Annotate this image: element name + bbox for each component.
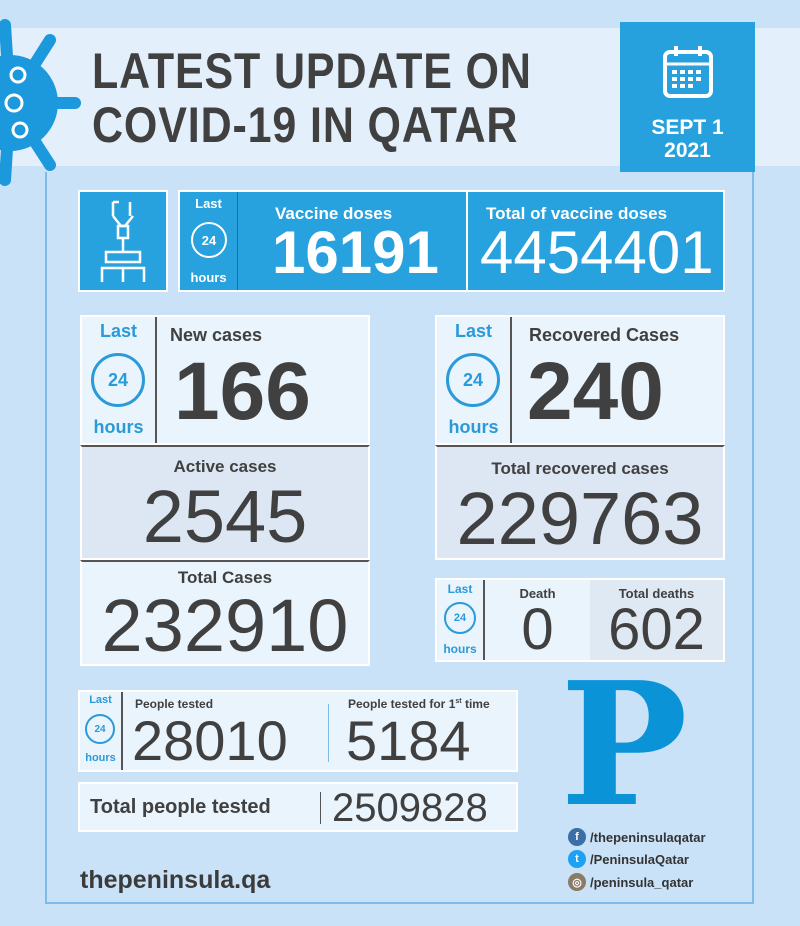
- death-label: Death: [519, 586, 556, 601]
- hours-label: hours: [448, 417, 499, 437]
- hours-label: hours: [93, 417, 144, 437]
- active-cases-value: 2545: [142, 475, 308, 558]
- facebook-icon: f: [568, 828, 586, 846]
- instagram-handle: /peninsula_qatar: [590, 874, 694, 890]
- hours-label: hours: [85, 752, 116, 764]
- recovered-value: 240: [527, 346, 664, 437]
- divider: [320, 792, 321, 824]
- total-cases-label: Total Cases: [177, 568, 273, 587]
- date-box: SEPT 1 2021: [620, 22, 755, 172]
- content-frame: [45, 172, 754, 904]
- hours-label: hours: [190, 270, 227, 285]
- total-tested-value: 2509828: [332, 786, 488, 830]
- total-cases-card: Total Cases 232910: [80, 560, 370, 666]
- virus-icon: [0, 19, 81, 186]
- recovered-label: Recovered Cases: [529, 325, 680, 345]
- total-tested-card: Total people tested 2509828: [78, 782, 518, 832]
- divider: [328, 704, 329, 762]
- people-tested-value: 28010: [132, 709, 288, 772]
- vaccine-panel: Last 24 hours Vaccine doses 16191 Total …: [178, 190, 725, 292]
- instagram-link[interactable]: ◎/peninsula_qatar: [568, 873, 693, 891]
- first-time-value: 5184: [346, 709, 471, 772]
- vaccine-icon-box: [78, 190, 168, 292]
- total-recovered-value: 229763: [456, 477, 704, 560]
- people-tested-card: Last 24 hours People tested 28010 People…: [78, 690, 518, 772]
- last-24-hours: Last 24 hours: [437, 580, 485, 660]
- website-link[interactable]: thepeninsula.qa: [80, 866, 271, 894]
- calendar-icon: [663, 46, 713, 98]
- new-cases-value: 166: [174, 346, 311, 437]
- first-time-suffix: time: [461, 697, 490, 711]
- first-time-sup: st: [455, 698, 462, 705]
- total-vaccine-value: 4454401: [480, 219, 714, 286]
- last-label: Last: [195, 196, 222, 211]
- last-24-hours: Last 24 hours: [80, 692, 123, 770]
- title-line-2: COVID-19 IN QATAR: [92, 97, 519, 153]
- total-deaths-label: Total deaths: [618, 586, 695, 601]
- last-label: Last: [99, 321, 137, 341]
- recovered-card: Last 24 hours Recovered Cases 240: [435, 315, 725, 445]
- total-deaths-section: Total deaths 602: [590, 580, 723, 662]
- total-deaths-value: 602: [608, 597, 705, 662]
- date-year: 2021: [664, 139, 711, 162]
- last-24-hours: Last 24 hours: [437, 317, 512, 443]
- death-value: 0: [521, 597, 554, 662]
- last-24-hours: Last 24 hours: [180, 192, 238, 290]
- clock-24-icon: 24: [191, 222, 227, 258]
- clock-24-icon: 24: [85, 714, 115, 744]
- death-section: Death 0: [485, 580, 590, 662]
- hours-label: hours: [443, 642, 477, 656]
- active-cases-card: Active cases 2545: [80, 445, 370, 560]
- syringe-icon: [100, 200, 146, 282]
- twitter-link[interactable]: t/PeninsulaQatar: [568, 850, 689, 868]
- total-vaccine-label: Total of vaccine doses: [486, 204, 668, 223]
- total-recovered-card: Total recovered cases 229763: [435, 445, 725, 560]
- twitter-handle: /PeninsulaQatar: [590, 851, 689, 867]
- total-recovered-label: Total recovered cases: [491, 459, 669, 478]
- title-line-1: LATEST UPDATE ON: [92, 43, 532, 99]
- total-cases-value: 232910: [101, 584, 349, 667]
- last-24-hours: Last 24 hours: [82, 317, 157, 443]
- last-label: Last: [454, 321, 492, 341]
- first-time-label-text: People tested for 1: [348, 697, 456, 711]
- facebook-handle: /thepeninsulaqatar: [590, 829, 706, 845]
- clock-24-icon: 24: [444, 602, 476, 634]
- deaths-card: Last 24 hours Death 0 Total deaths 602: [435, 578, 725, 662]
- facebook-link[interactable]: f/thepeninsulaqatar: [568, 828, 706, 846]
- new-cases-card: Last 24 hours New cases 166: [80, 315, 370, 445]
- instagram-icon: ◎: [568, 873, 586, 891]
- last-label: Last: [89, 694, 112, 706]
- clock-24-icon: 24: [91, 353, 145, 407]
- date-day: SEPT 1: [651, 116, 724, 139]
- first-time-label: People tested for 1st time: [348, 697, 490, 711]
- date-label: SEPT 1 2021: [620, 116, 755, 162]
- active-cases-label: Active cases: [173, 457, 277, 476]
- total-tested-label: Total people tested: [90, 796, 271, 818]
- vaccine-doses-value: 16191: [272, 219, 439, 286]
- twitter-icon: t: [568, 850, 586, 868]
- page-title: LATEST UPDATE ON COVID-19 IN QATAR: [92, 44, 532, 152]
- vaccine-doses-label: Vaccine doses: [275, 204, 393, 223]
- clock-24-icon: 24: [446, 353, 500, 407]
- people-tested-label: People tested: [135, 697, 214, 711]
- last-label: Last: [447, 582, 473, 596]
- divider: [466, 192, 468, 290]
- peninsula-logo: P: [560, 645, 688, 845]
- new-cases-label: New cases: [170, 325, 263, 345]
